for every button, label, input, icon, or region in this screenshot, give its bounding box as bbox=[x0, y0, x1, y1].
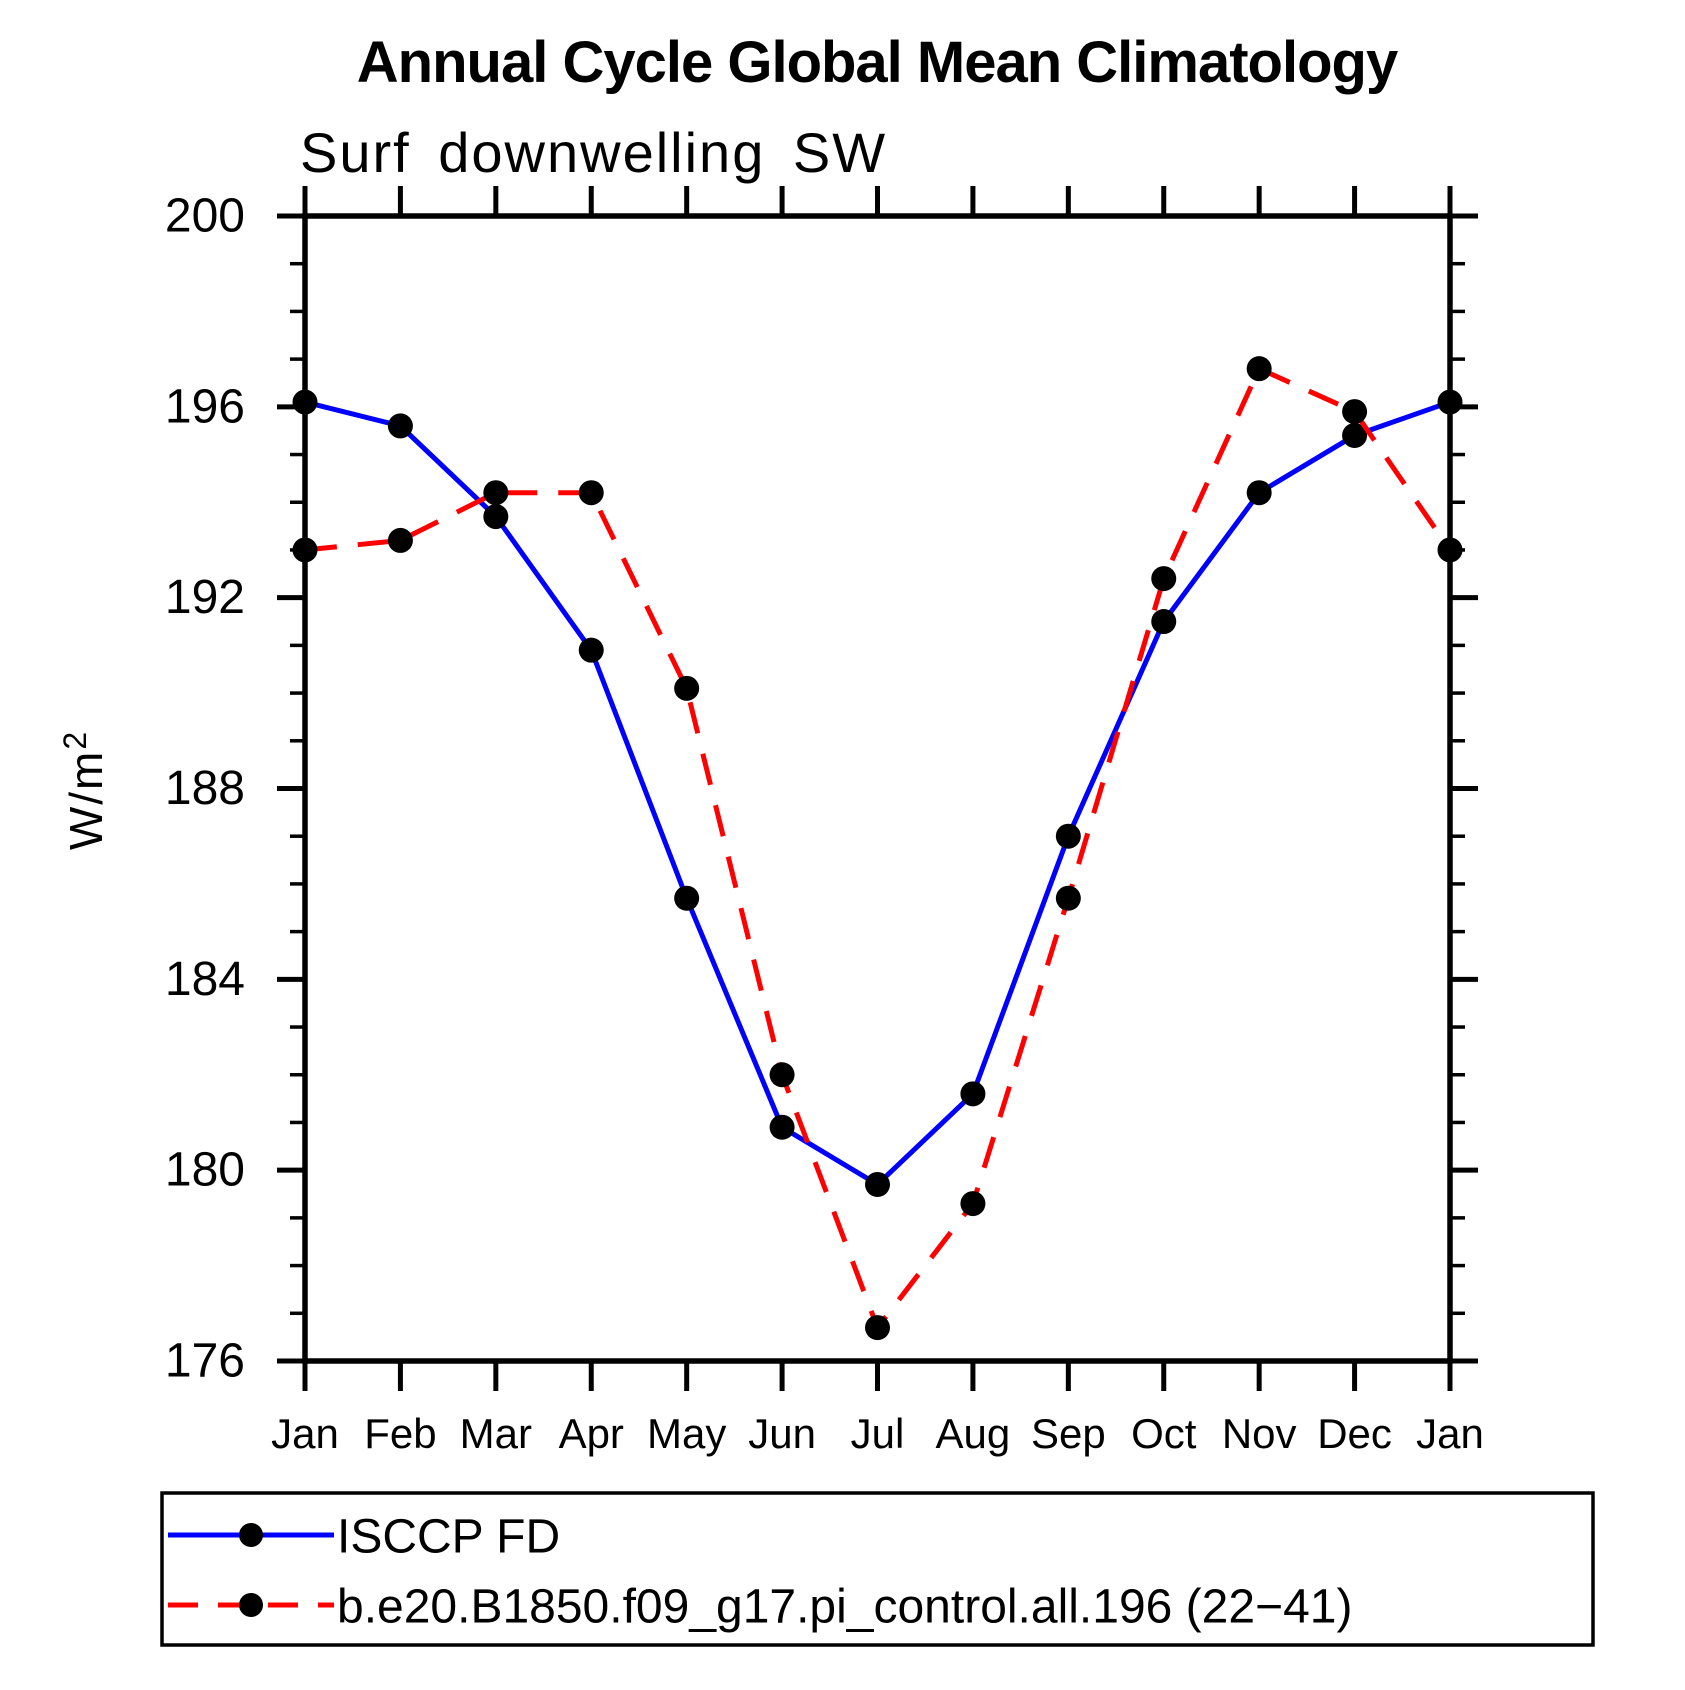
x-axis-month-label: May bbox=[647, 1410, 726, 1457]
data-point-b-e20-b1850-f09-g17-pi-c bbox=[1246, 356, 1272, 382]
data-point-isccp-fd bbox=[578, 637, 604, 663]
x-axis-month-label: Jan bbox=[1416, 1410, 1484, 1457]
y-tick-label: 180 bbox=[165, 1144, 245, 1197]
data-point-isccp-fd bbox=[1342, 422, 1368, 448]
x-axis-month-label: Jul bbox=[851, 1410, 905, 1457]
data-point-b-e20-b1850-f09-g17-pi-c bbox=[578, 480, 604, 506]
data-point-isccp-fd bbox=[1437, 389, 1463, 415]
data-point-b-e20-b1850-f09-g17-pi-c bbox=[1437, 537, 1463, 563]
x-axis-month-label: Nov bbox=[1222, 1410, 1297, 1457]
axes: 176 180 184 188 192 196 200 Jan Feb Mar Apr May Jun J… bbox=[165, 186, 1484, 1457]
series-line-isccp-fd bbox=[304, 399, 1451, 1188]
x-axis-month-label: Jun bbox=[748, 1410, 816, 1457]
plot-series bbox=[292, 356, 1463, 1341]
y-tick-label: 176 bbox=[165, 1335, 245, 1388]
y-tick-label: 188 bbox=[165, 762, 245, 815]
data-point-isccp-fd bbox=[865, 1171, 890, 1197]
data-point-isccp-fd bbox=[960, 1081, 986, 1107]
legend-swatches bbox=[168, 1523, 334, 1617]
data-point-b-e20-b1850-f09-g17-pi-c bbox=[1342, 399, 1368, 425]
data-point-b-e20-b1850-f09-g17-pi-c bbox=[960, 1191, 986, 1217]
legend: ISCCP FD b.e20.B1850.f09_g17.pi_control.… bbox=[160, 1491, 1595, 1647]
legend-label-isccp-fd: ISCCP FD bbox=[337, 1511, 560, 1564]
x-axis-month-label: Apr bbox=[559, 1410, 624, 1457]
x-axis-month-label: Jan bbox=[271, 1410, 339, 1457]
data-point-isccp-fd bbox=[1151, 609, 1177, 635]
data-point-isccp-fd bbox=[483, 504, 509, 530]
x-axis-month-label: Aug bbox=[936, 1410, 1011, 1457]
data-point-b-e20-b1850-f09-g17-pi-c bbox=[483, 480, 509, 506]
data-point-b-e20-b1850-f09-g17-pi-c bbox=[387, 527, 413, 553]
data-point-b-e20-b1850-f09-g17-pi-c bbox=[865, 1315, 890, 1341]
data-point-b-e20-b1850-f09-g17-pi-c bbox=[769, 1062, 795, 1088]
y-tick-label: 184 bbox=[165, 953, 245, 1006]
data-point-isccp-fd bbox=[674, 885, 700, 911]
data-point-isccp-fd bbox=[1246, 480, 1272, 506]
x-axis-month-label: Dec bbox=[1317, 1410, 1392, 1457]
data-point-b-e20-b1850-f09-g17-pi-c bbox=[292, 537, 318, 563]
x-axis-month-label: Mar bbox=[460, 1410, 532, 1457]
legend-marker-isccp-fd bbox=[239, 1523, 263, 1547]
legend-box bbox=[160, 1491, 1595, 1647]
chart-title: Annual Cycle Global Mean Climatology bbox=[357, 30, 1398, 95]
x-axis-month-label: Sep bbox=[1031, 1410, 1106, 1457]
data-point-b-e20-b1850-f09-g17-pi-c bbox=[1055, 885, 1081, 911]
data-point-b-e20-b1850-f09-g17-pi-c bbox=[674, 675, 700, 701]
y-axis-label-base: W/m bbox=[60, 750, 112, 851]
chart-subtitle: Surf downwelling SW bbox=[300, 121, 887, 184]
y-tick-label: 196 bbox=[165, 380, 245, 433]
y-axis-label-superscript: 2 bbox=[57, 730, 93, 750]
legend-marker-b-e20-b1850-f09-g17-pi-c bbox=[239, 1593, 263, 1617]
data-point-b-e20-b1850-f09-g17-pi-c bbox=[1151, 566, 1177, 592]
y-axis-label: W/m2 bbox=[57, 730, 112, 850]
x-axis-month-label: Feb bbox=[364, 1410, 436, 1457]
legend-label-model: b.e20.B1850.f09_g17.pi_control.all.196 (… bbox=[337, 1581, 1352, 1634]
data-point-isccp-fd bbox=[292, 389, 318, 415]
y-tick-label: 200 bbox=[165, 190, 245, 243]
x-axis-month-label: Oct bbox=[1131, 1410, 1197, 1457]
data-point-isccp-fd bbox=[769, 1114, 795, 1140]
data-point-isccp-fd bbox=[387, 413, 413, 439]
data-point-isccp-fd bbox=[1055, 823, 1081, 849]
y-tick-label: 192 bbox=[165, 571, 245, 624]
